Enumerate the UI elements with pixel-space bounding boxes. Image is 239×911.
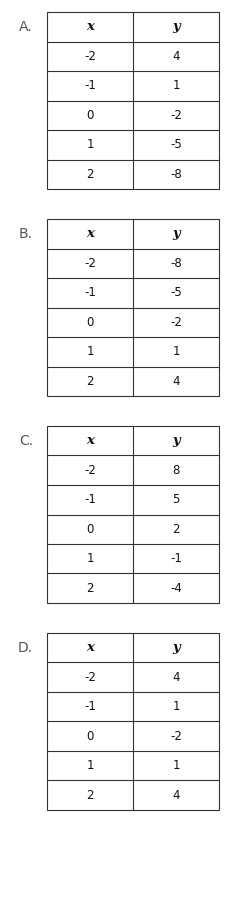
Bar <box>47 426 219 603</box>
Text: B.: B. <box>19 227 33 241</box>
Text: -8: -8 <box>170 257 182 270</box>
Text: -8: -8 <box>170 168 182 180</box>
Text: 0: 0 <box>86 108 94 122</box>
Text: 5: 5 <box>172 493 180 507</box>
Text: 2: 2 <box>86 168 94 180</box>
Text: 4: 4 <box>172 789 180 802</box>
Text: y: y <box>172 641 180 654</box>
Bar <box>47 12 219 189</box>
Text: -2: -2 <box>170 730 182 742</box>
Bar <box>47 633 219 810</box>
Text: 0: 0 <box>86 730 94 742</box>
Text: 1: 1 <box>86 345 94 358</box>
Text: 1: 1 <box>86 552 94 565</box>
Text: 0: 0 <box>86 523 94 536</box>
Text: 1: 1 <box>172 701 180 713</box>
Text: -2: -2 <box>84 670 96 684</box>
Text: 4: 4 <box>172 374 180 388</box>
Text: x: x <box>86 227 94 241</box>
Text: x: x <box>86 435 94 447</box>
Text: 2: 2 <box>86 374 94 388</box>
Text: 1: 1 <box>86 138 94 151</box>
Bar <box>47 219 219 396</box>
Text: 1: 1 <box>172 759 180 773</box>
Text: D.: D. <box>18 640 33 655</box>
Text: -1: -1 <box>84 493 96 507</box>
Text: -1: -1 <box>170 552 182 565</box>
Text: -2: -2 <box>170 108 182 122</box>
Text: -2: -2 <box>84 50 96 63</box>
Text: x: x <box>86 20 94 33</box>
Text: x: x <box>86 641 94 654</box>
Text: A.: A. <box>19 20 33 34</box>
Text: -1: -1 <box>84 286 96 299</box>
Text: -2: -2 <box>84 464 96 476</box>
Text: y: y <box>172 435 180 447</box>
Text: 0: 0 <box>86 316 94 329</box>
Text: 4: 4 <box>172 670 180 684</box>
Text: 2: 2 <box>172 523 180 536</box>
Text: y: y <box>172 20 180 33</box>
Text: -5: -5 <box>170 286 182 299</box>
Text: -5: -5 <box>170 138 182 151</box>
Text: 2: 2 <box>86 789 94 802</box>
Text: 1: 1 <box>172 345 180 358</box>
Text: 4: 4 <box>172 50 180 63</box>
Text: -4: -4 <box>170 582 182 595</box>
Text: 1: 1 <box>86 759 94 773</box>
Text: -1: -1 <box>84 701 96 713</box>
Text: 1: 1 <box>172 79 180 92</box>
Text: C.: C. <box>19 434 33 447</box>
Text: -1: -1 <box>84 79 96 92</box>
Text: y: y <box>172 227 180 241</box>
Text: 2: 2 <box>86 582 94 595</box>
Text: -2: -2 <box>84 257 96 270</box>
Text: 8: 8 <box>172 464 180 476</box>
Text: -2: -2 <box>170 316 182 329</box>
